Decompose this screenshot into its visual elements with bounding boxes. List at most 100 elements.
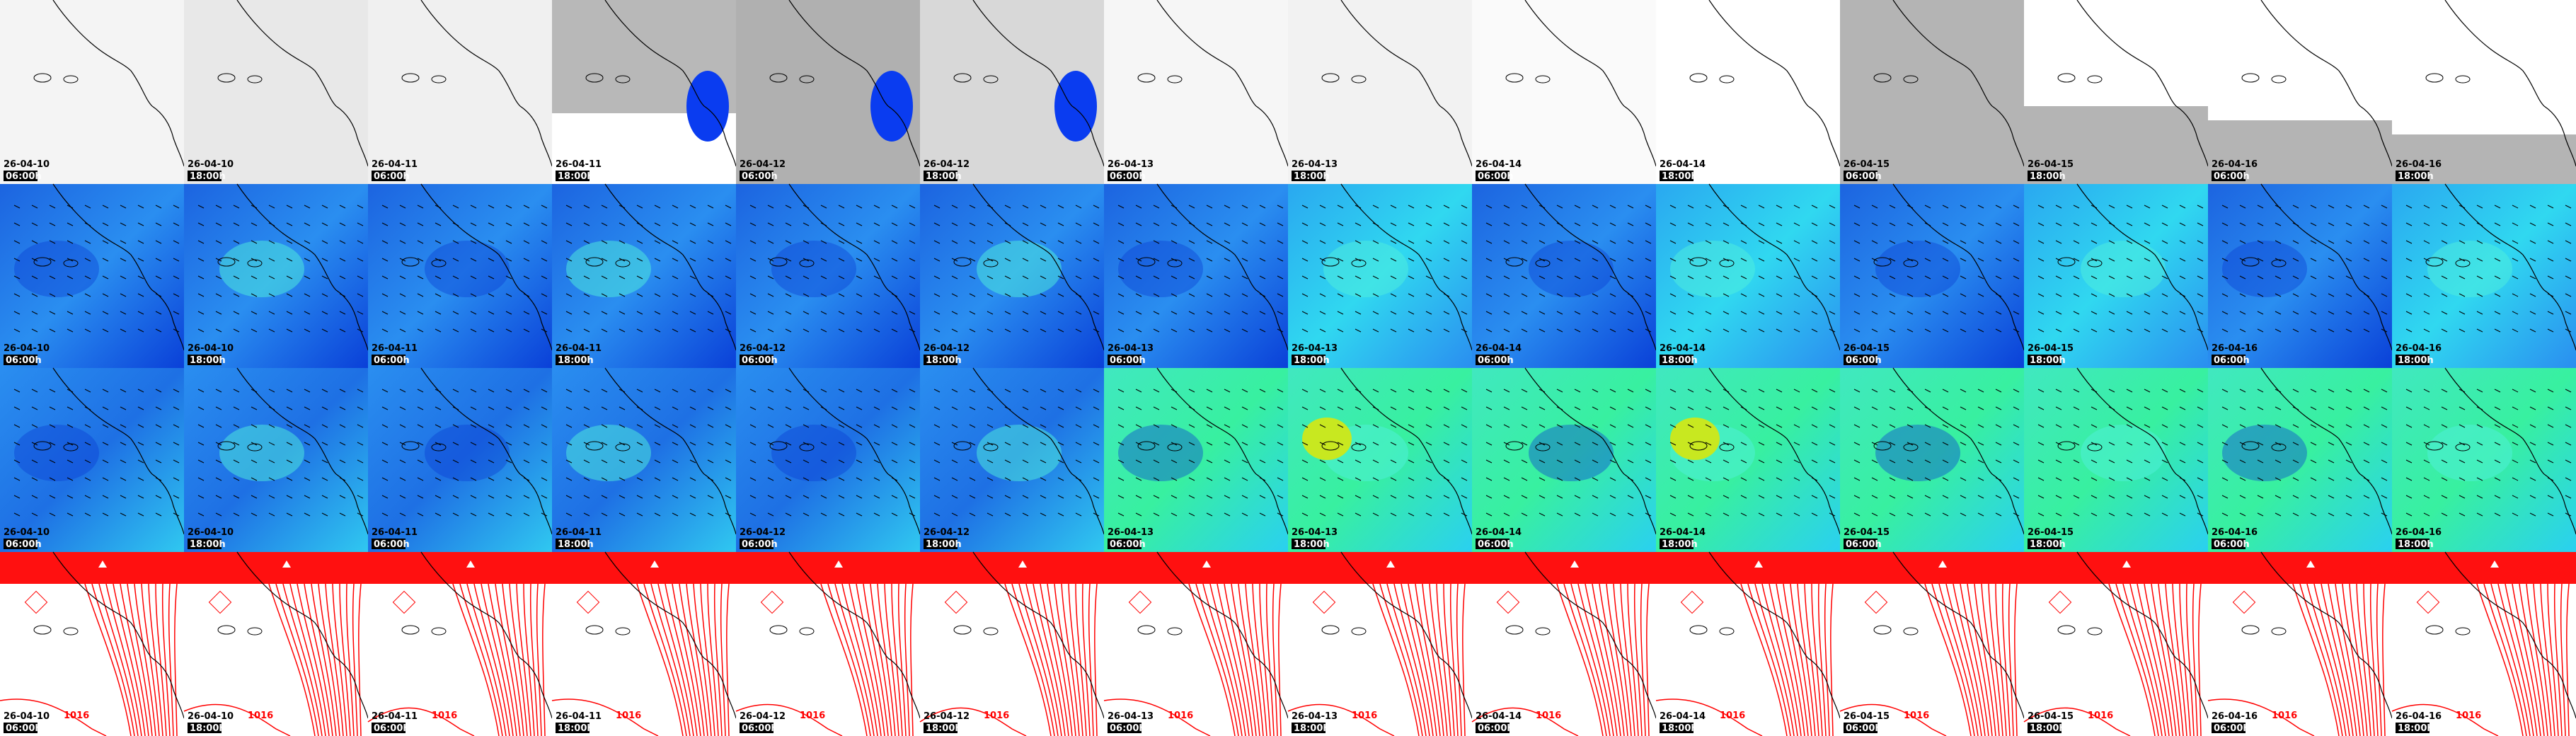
wind-barb	[969, 442, 976, 446]
wind-barb	[707, 459, 714, 464]
wind-barb	[1871, 477, 1878, 481]
wind-barb	[268, 477, 275, 481]
wind-barb	[2055, 275, 2062, 280]
wind-barb	[2275, 311, 2282, 315]
wind-barb	[2126, 406, 2133, 410]
wind-barb	[2275, 459, 2282, 464]
wind-barb	[1871, 495, 1878, 499]
isobar	[1830, 583, 1834, 736]
wind-barb	[601, 389, 608, 393]
wind-barb	[873, 442, 880, 446]
wind-barb	[1995, 495, 2002, 499]
date-label: 26-04-14	[1476, 159, 1522, 170]
isobar	[1960, 583, 1989, 736]
wind-barb	[951, 293, 958, 297]
wind-barb	[1171, 495, 1178, 499]
time-label: 18:00h	[2030, 539, 2066, 550]
wind-barb	[1609, 442, 1616, 446]
isobar	[1231, 583, 1257, 736]
wind-barb	[785, 222, 792, 226]
cloud-cover	[368, 0, 552, 184]
island	[431, 259, 447, 268]
wind-barb	[84, 240, 91, 244]
wind-barb	[1206, 512, 1213, 517]
isobar	[700, 583, 715, 736]
coastline	[2444, 551, 2576, 719]
wind-barb	[1355, 424, 1362, 428]
time-label-bg	[556, 723, 590, 733]
wind-barb	[505, 406, 512, 410]
isobar	[127, 583, 153, 736]
coastline	[52, 367, 185, 535]
wind-barb	[1539, 311, 1546, 315]
wind-barb	[1443, 512, 1450, 517]
wind-barb	[286, 205, 293, 209]
wind-barb	[1390, 495, 1397, 499]
wind-barb	[2144, 293, 2151, 297]
wind-barb	[399, 424, 406, 428]
island	[983, 75, 999, 84]
high-marker	[650, 560, 659, 568]
wind-barb	[2108, 424, 2115, 428]
wind-barb	[785, 406, 792, 410]
wind-barb	[1776, 240, 1783, 244]
wind-barb	[636, 477, 643, 481]
wind-barb	[1627, 205, 1634, 209]
wind-barb	[1977, 240, 1984, 244]
wind-barb	[1443, 205, 1450, 209]
time-label: 06:00h	[1110, 171, 1146, 182]
wind-barb	[2529, 258, 2536, 262]
wind-barb	[2512, 328, 2519, 333]
wind-barb	[2441, 389, 2448, 393]
wind-barb	[1117, 389, 1125, 393]
wind-barb	[2310, 240, 2317, 244]
wind-barb	[767, 406, 774, 410]
wind-barb	[1390, 293, 1397, 297]
wind-barb	[2476, 258, 2483, 262]
wind-barb	[2221, 477, 2229, 481]
wind-barb	[1372, 512, 1379, 517]
wind-barb	[1829, 222, 1836, 226]
wind-barb	[2423, 240, 2430, 244]
wind-barb	[197, 406, 205, 410]
isobar	[1272, 583, 1278, 736]
time-label-bg	[1660, 355, 1694, 365]
wind-barb	[2512, 293, 2519, 297]
wind-barb	[1853, 222, 1861, 226]
coastline	[1340, 367, 1473, 535]
wind-field	[1472, 368, 1656, 552]
isobar	[0, 698, 107, 736]
coastline	[972, 183, 1105, 351]
wind-barb	[523, 424, 530, 428]
date-label: 26-04-15	[1844, 343, 1890, 354]
wind-barb	[2363, 205, 2370, 209]
wind-barb	[1740, 477, 1747, 481]
wind-barb	[969, 205, 976, 209]
wind-barb	[1337, 311, 1344, 315]
wind-barb	[785, 477, 792, 481]
wind-barb	[1627, 442, 1634, 446]
wind-barb	[2108, 311, 2115, 315]
wind-barb	[873, 311, 880, 315]
wind-barb	[1057, 258, 1064, 262]
wind-barb	[707, 512, 714, 517]
wind-barb	[1758, 442, 1765, 446]
wind-barb	[399, 406, 406, 410]
isobar	[1202, 583, 1243, 736]
high-marker	[1386, 560, 1395, 568]
wind-barb	[452, 311, 459, 315]
wind-barb	[1574, 293, 1581, 297]
wind-barb	[2221, 424, 2229, 428]
wind-barb	[1485, 512, 1493, 517]
wind-barb	[321, 205, 328, 209]
wind-barb	[2405, 311, 2413, 315]
wind-barb	[725, 442, 732, 446]
wind-barb	[803, 406, 810, 410]
wind-barb	[2459, 240, 2466, 244]
wind-barb	[1259, 275, 1266, 280]
time-label-bg	[2396, 355, 2430, 365]
isobar	[2566, 583, 2570, 736]
coastline	[2444, 183, 2576, 351]
wind-barb	[1319, 328, 1326, 333]
